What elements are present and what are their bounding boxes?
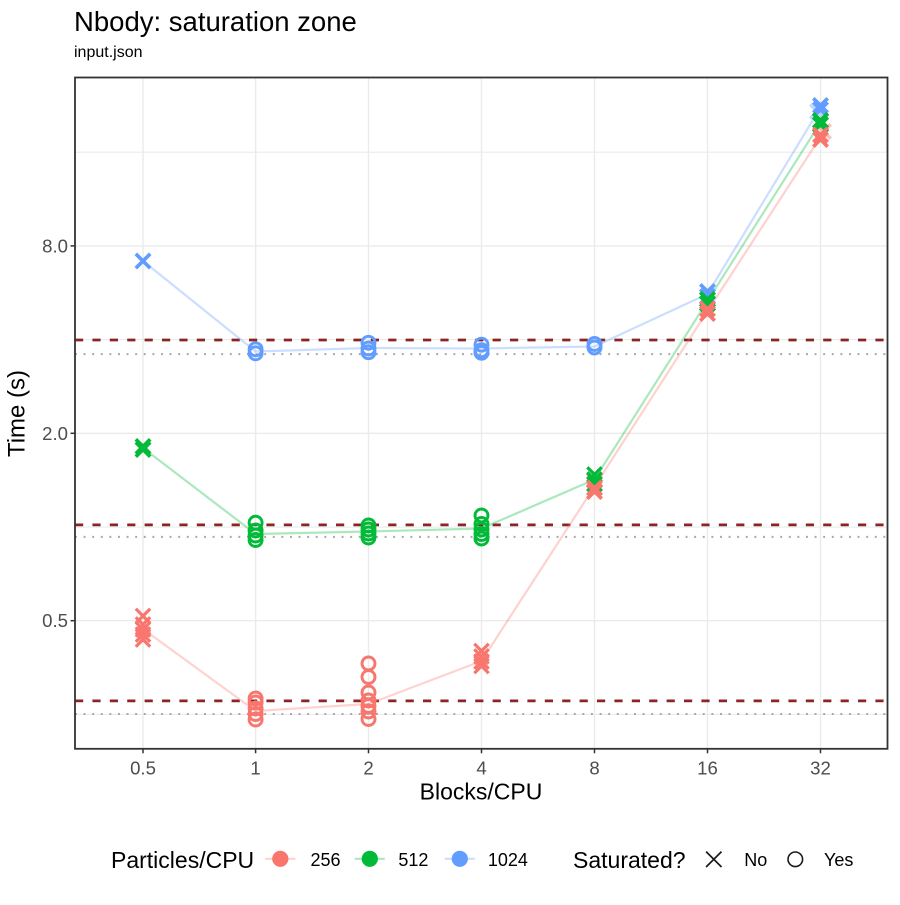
svg-text:16: 16 (697, 757, 718, 778)
svg-text:Blocks/CPU: Blocks/CPU (420, 779, 543, 805)
svg-text:0.5: 0.5 (42, 610, 68, 631)
svg-text:512: 512 (398, 850, 428, 870)
svg-text:Nbody: saturation zone: Nbody: saturation zone (74, 6, 357, 37)
svg-text:Time (s): Time (s) (4, 370, 31, 457)
svg-text:32: 32 (810, 757, 831, 778)
svg-text:Particles/CPU: Particles/CPU (111, 847, 254, 873)
svg-text:8.0: 8.0 (42, 235, 68, 256)
svg-text:Saturated?: Saturated? (573, 847, 686, 873)
svg-text:input.json: input.json (74, 44, 143, 61)
svg-text:2.0: 2.0 (42, 423, 68, 444)
svg-text:8: 8 (589, 757, 599, 778)
svg-text:4: 4 (476, 757, 486, 778)
svg-text:0.5: 0.5 (130, 757, 156, 778)
svg-text:1: 1 (250, 757, 260, 778)
svg-text:256: 256 (311, 850, 341, 870)
svg-text:Yes: Yes (824, 850, 853, 870)
svg-text:No: No (744, 850, 767, 870)
svg-text:2: 2 (363, 757, 373, 778)
svg-text:1024: 1024 (488, 850, 528, 870)
